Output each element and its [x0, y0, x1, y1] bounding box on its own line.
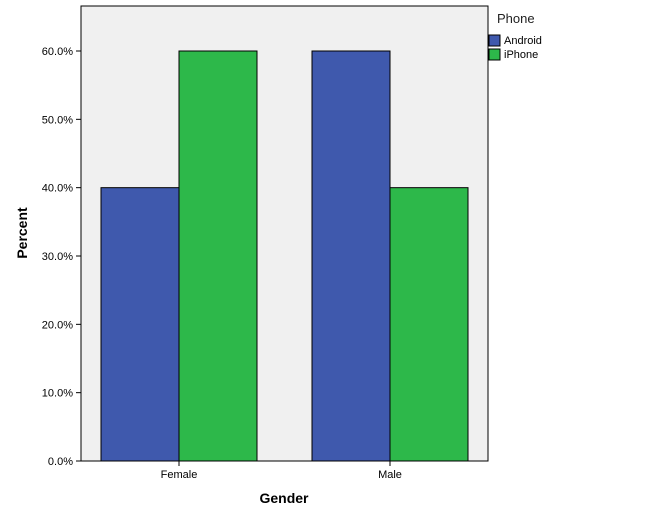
y-tick-label: 30.0% — [42, 251, 73, 263]
bars-group — [100, 50, 469, 462]
y-tick-label: 0.0% — [48, 456, 73, 468]
y-axis-title: Percent — [14, 207, 30, 259]
x-tick-label: Male — [378, 469, 402, 481]
y-axis: 0.0% 10.0% 20.0% 30.0% 40.0% 50.0% 60.0% — [42, 46, 81, 468]
legend-swatch-android — [488, 34, 501, 47]
legend-label-iphone: iPhone — [504, 49, 538, 61]
legend-label-android: Android — [504, 35, 542, 47]
y-tick-label: 50.0% — [42, 114, 73, 126]
x-axis-title: Gender — [259, 490, 309, 506]
bar-iphone-male — [389, 187, 469, 462]
bar-android-male — [311, 50, 391, 462]
x-axis: Female Male — [161, 461, 402, 481]
legend-swatch-iphone — [488, 48, 501, 61]
bar-android-female — [100, 187, 180, 462]
bar-iphone-female — [178, 50, 258, 462]
y-tick-label: 40.0% — [42, 183, 73, 195]
y-tick-label: 10.0% — [42, 388, 73, 400]
y-tick-label: 60.0% — [42, 46, 73, 58]
x-tick-label: Female — [161, 469, 198, 481]
legend: Phone Android iPhone — [488, 11, 542, 61]
y-tick-label: 20.0% — [42, 319, 73, 331]
legend-title: Phone — [497, 11, 535, 26]
